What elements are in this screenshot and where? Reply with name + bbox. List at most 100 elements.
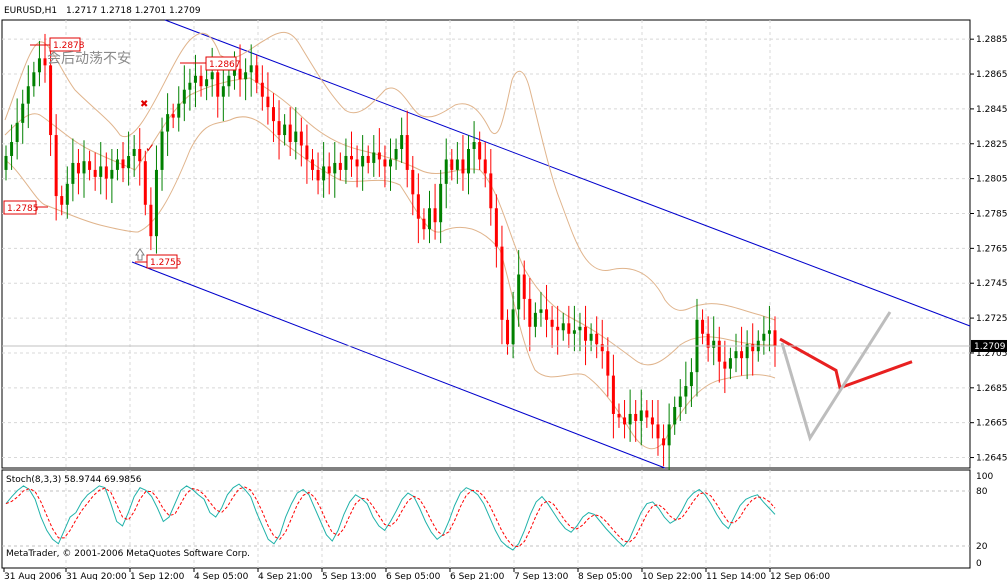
candle-body [82, 161, 86, 174]
x-tick-label: 31 Aug 20:00 [66, 572, 127, 580]
candle-body [717, 340, 721, 362]
candle-body [461, 159, 465, 174]
candle-body [762, 333, 766, 341]
candle-body [221, 86, 225, 97]
x-tick-label: 5 Sep 13:00 [322, 572, 377, 580]
candle-body [338, 162, 342, 170]
candle-body [522, 274, 526, 299]
candle-body [394, 148, 398, 160]
candle-body [389, 159, 392, 167]
candle-body [734, 351, 738, 359]
candle-body [316, 169, 320, 181]
candle-body [745, 344, 749, 359]
y-tick-label: 1.2865 [976, 70, 1008, 80]
candle-body [15, 122, 19, 143]
candle-body [517, 274, 521, 310]
candle-body [366, 155, 370, 163]
candle-body [166, 114, 170, 132]
candle-body [728, 358, 732, 369]
x-tick-label: 4 Sep 21:00 [258, 572, 313, 580]
candle-body [656, 424, 660, 439]
candle-body [32, 72, 36, 87]
candle-body [10, 142, 14, 156]
candle-body [271, 107, 275, 122]
candle-body [489, 173, 493, 209]
candle-body [49, 65, 53, 136]
candle-body [182, 89, 186, 104]
candle-body [428, 208, 432, 230]
candle-body [99, 166, 103, 177]
candle-body [115, 159, 119, 170]
candle-body [93, 169, 97, 177]
candle-body [121, 159, 125, 169]
candle-body [416, 194, 420, 219]
candle-body [556, 326, 560, 331]
candle-body [578, 326, 582, 331]
y-tick-label: 1.2665 [976, 419, 1008, 429]
candle-body [327, 166, 331, 174]
candle-body [310, 159, 314, 170]
candle-body [767, 330, 771, 334]
candle-body [333, 162, 337, 174]
y-tick-label: 1.2705 [976, 349, 1008, 359]
price-label-low-1-text: 1.2755 [150, 258, 182, 268]
candle-body [21, 103, 25, 123]
x-axis-labels: 31 Aug 2006 31 Aug 20:00 1 Sep 12:00 4 Sep … [3, 568, 830, 582]
candle-body [288, 124, 292, 143]
candle-body [227, 75, 231, 87]
candle-body [723, 361, 727, 369]
candle-body [104, 166, 108, 179]
candle-body [751, 344, 755, 352]
x-tick-label: 1 Sep 12:00 [130, 572, 185, 580]
candle-body [550, 319, 554, 327]
x-tick-label: 7 Sep 13:00 [514, 572, 569, 580]
candle-body [210, 72, 214, 80]
y-axis-labels: 1.2885 1.2865 1.2845 1.2825 1.2805 1.2785 1.27… [970, 35, 1008, 464]
y-tick-label: 1.2825 [976, 140, 1008, 150]
x-tick-label: 6 Sep 21:00 [450, 572, 505, 580]
candle-body [400, 135, 404, 149]
candle-body [561, 323, 565, 331]
stoch-tick-0: 0 [976, 559, 982, 569]
candle-body [54, 135, 58, 197]
candle-body [411, 169, 415, 195]
projection-red-line [779, 337, 913, 390]
candle-body [26, 86, 30, 104]
candle-body [433, 208, 437, 223]
annotation-text: 会后动荡不安 [47, 51, 131, 67]
current-price-marker: 1.2709 [971, 339, 1007, 352]
candle-body [299, 131, 303, 146]
candle-body [584, 326, 588, 341]
candle-body [506, 319, 510, 345]
candle-body [4, 155, 8, 170]
price-label-low-left-text: 1.2785 [7, 204, 39, 214]
x-tick-label: 4 Sep 05:00 [194, 572, 249, 580]
x-grid [65, 20, 771, 568]
indicator-panel-frame [1, 469, 971, 569]
channel-lower-line [131, 261, 666, 469]
candle-body [472, 142, 476, 149]
band-upper [4, 31, 776, 321]
x-tick-label: 6 Sep 05:00 [386, 572, 441, 580]
candle-body [216, 72, 220, 97]
candle-body [701, 319, 705, 334]
y-tick-label: 1.2725 [976, 314, 1008, 324]
candle-body [43, 58, 47, 66]
candle-body [455, 159, 459, 170]
y-tick-label: 1.2785 [976, 209, 1008, 219]
candle-body [528, 298, 532, 327]
candle-body [160, 131, 164, 170]
candle-body [76, 162, 80, 174]
price-label-high-2: 1.2867 [180, 56, 241, 71]
x-tick-label: 31 Aug 2006 [4, 572, 62, 580]
candle-body [344, 155, 348, 170]
candle-body [706, 333, 710, 348]
candle-body [500, 246, 504, 320]
candle-body [255, 65, 259, 83]
candle-body [361, 155, 365, 167]
candle-body [600, 344, 604, 352]
channel-upper-line [164, 19, 971, 327]
y-tick-label: 1.2845 [976, 105, 1008, 115]
price-label-high-1: 1.2878 [30, 37, 85, 52]
